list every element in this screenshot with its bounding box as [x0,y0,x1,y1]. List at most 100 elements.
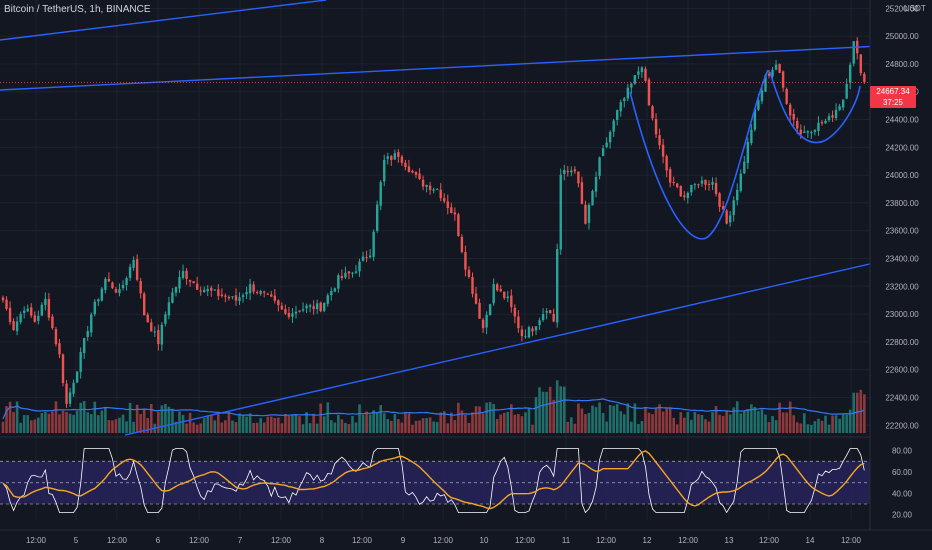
candle-body [234,295,238,301]
candle-body [365,257,368,259]
candle-body [598,157,601,176]
volume-bar [351,416,354,433]
volume-bar [499,414,503,433]
volume-bar [584,414,587,433]
volume-bar [450,412,453,433]
volume-bar [559,386,563,433]
candle-body [22,310,26,313]
volume-bar [269,416,273,433]
price-tick-label: 24400.00 [885,116,919,125]
symbol-title[interactable]: Bitcoin / TetherUS, 1h, BINANCE [4,4,151,15]
volume-bar [181,414,185,433]
candle-body [774,64,778,70]
volume-bar [365,411,368,433]
candle-body [379,182,382,206]
candle-body [499,289,502,292]
candle-body [30,307,33,316]
time-tick-label: 12 [643,536,652,545]
volume-bar [803,413,806,433]
candle-body [810,132,813,134]
volume-bar [291,414,294,433]
price-tick-label: 22600.00 [885,366,919,375]
volume-bar [114,419,118,433]
time-tick-label: 12:00 [841,536,862,545]
volume-bar [760,409,764,433]
volume-bar [474,406,478,433]
volume-bar [195,424,199,433]
volume-bar [615,404,619,433]
volume-bar [626,403,630,433]
candle-body [647,79,651,106]
volume-bar [149,403,153,433]
volume-bar [128,402,132,433]
volume-bar [65,411,68,433]
time-tick-label: 14 [806,536,815,545]
volume-bar [863,394,866,433]
rsi-tick-label: 20.00 [892,511,913,520]
candle-body [128,266,132,278]
candle-body [107,278,111,282]
volume-bar [647,412,651,433]
last-price-value: 24667.34 [876,87,910,96]
volume-bar [294,415,298,433]
volume-bar [527,407,531,433]
volume-bar [555,380,559,433]
candle-body [788,104,792,116]
volume-bar [347,424,351,433]
candle-body [72,382,75,394]
candle-body [432,189,435,191]
volume-bar [442,411,446,433]
volume-bar [622,414,626,433]
candle-body [273,295,277,301]
candle-body [266,293,269,295]
rsi-tick-label: 40.00 [892,489,913,498]
volume-bar [393,414,397,433]
candle-body [100,288,104,301]
volume-bar [234,422,238,433]
volume-bar [704,419,707,433]
candle-body [372,231,375,257]
candle-body [291,313,294,317]
volume-bar [435,422,439,433]
candle-body [68,392,72,404]
candle-body [421,179,425,187]
candle-body [778,64,781,73]
candle-body [492,284,495,304]
candle-body [608,132,612,143]
candle-body [97,299,100,302]
time-tick-label: 12:00 [515,536,536,545]
candle-body [323,302,326,311]
candle-body [817,122,820,132]
candle-body [301,309,305,311]
volume-bar [513,414,517,433]
volume-bar [675,424,679,433]
volume-bar [799,423,803,433]
volume-bar [457,402,460,433]
volume-bar [781,412,785,433]
volume-bar [591,405,594,433]
candle-body [517,316,520,329]
volume-bar [372,410,375,433]
candle-body [524,336,527,338]
volume-bar [273,417,277,433]
candle-body [587,204,591,223]
candle-body [704,179,707,185]
support-line [124,256,901,436]
candle-body [308,305,312,307]
candle-body [626,87,630,99]
volume-bar [644,407,647,433]
volume-bar [510,404,513,433]
volume-bar [630,421,633,433]
volume-bar [213,420,217,433]
candle-body [390,156,393,160]
volume-bar [690,419,693,433]
volume-bar [160,405,164,433]
candle-body [259,291,262,294]
candle-body [185,270,188,279]
volume-bar [718,414,721,433]
candle-body [556,249,559,323]
volume-bar [806,424,810,433]
volume-bar [658,404,661,433]
candle-body [450,207,453,213]
